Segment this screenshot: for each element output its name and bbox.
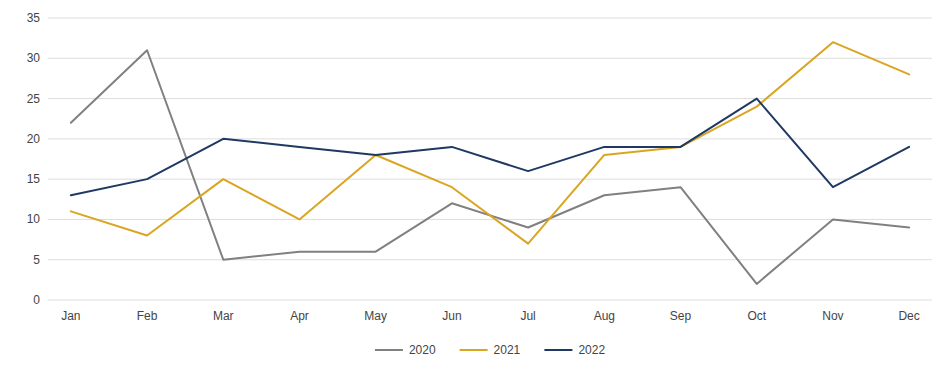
x-tick-label: May <box>364 309 387 323</box>
x-tick-label: Jun <box>442 309 461 323</box>
legend-item: 2022 <box>544 343 605 357</box>
x-tick-label: Sep <box>670 309 692 323</box>
series-line <box>71 42 909 243</box>
grid-line <box>48 179 932 180</box>
x-tick-label: Oct <box>747 309 766 323</box>
legend-label: 2020 <box>409 343 436 357</box>
legend-swatch <box>375 349 403 351</box>
grid-line <box>48 98 932 99</box>
legend-item: 2020 <box>375 343 436 357</box>
x-tick-label: Jul <box>520 309 535 323</box>
y-tick-label: 20 <box>27 132 41 146</box>
legend-swatch <box>544 349 572 351</box>
y-tick-label: 5 <box>33 253 40 267</box>
x-tick-label: Jan <box>61 309 80 323</box>
legend-swatch <box>460 349 488 351</box>
grid-line <box>48 58 932 59</box>
x-tick-label: Dec <box>898 309 919 323</box>
legend: 2020 2021 2022 <box>375 343 606 357</box>
y-tick-label: 15 <box>27 172 41 186</box>
grid-line <box>48 259 932 260</box>
grid-line <box>48 219 932 220</box>
grid-line <box>48 138 932 139</box>
y-tick-label: 35 <box>27 11 41 25</box>
x-tick-label: Feb <box>137 309 158 323</box>
chart-container: 0 5 10 15 20 25 30 35 Jan Feb Mar Apr May Jun Jul Aug Se… <box>0 0 952 372</box>
y-tick-label: 10 <box>27 212 41 226</box>
series-group <box>71 42 909 284</box>
chart: 0 5 10 15 20 25 30 35 Jan Feb Mar Apr May Jun Jul Aug Se… <box>0 0 952 372</box>
grid-line <box>48 300 932 301</box>
legend-label: 2021 <box>494 343 521 357</box>
y-tick-label: 25 <box>27 92 41 106</box>
grid-line <box>48 18 932 19</box>
legend-label: 2022 <box>578 343 605 357</box>
y-tick-label: 0 <box>33 293 40 307</box>
y-tick-label: 30 <box>27 51 41 65</box>
legend-item: 2021 <box>460 343 521 357</box>
x-axis: Jan Feb Mar Apr May Jun Jul Aug Sep Oct Nov Dec <box>61 309 920 323</box>
x-tick-label: Nov <box>822 309 843 323</box>
x-tick-label: Aug <box>594 309 615 323</box>
x-tick-label: Mar <box>213 309 234 323</box>
x-tick-label: Apr <box>290 309 309 323</box>
y-axis: 0 5 10 15 20 25 30 35 <box>27 11 932 307</box>
series-line <box>71 99 909 196</box>
